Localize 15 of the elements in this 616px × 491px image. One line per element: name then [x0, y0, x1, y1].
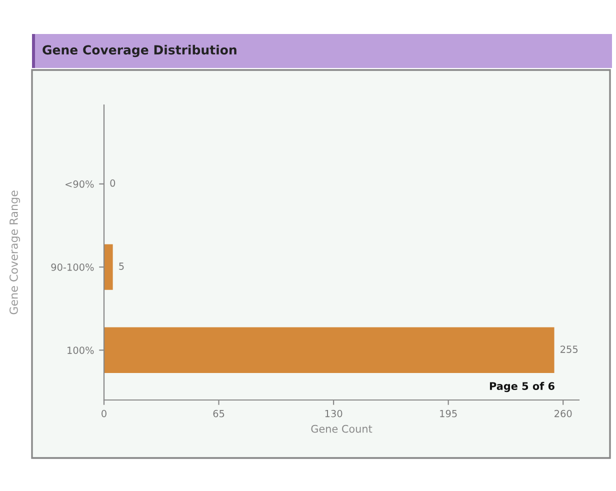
y-tick-label: <90%	[66, 180, 94, 188]
annotation: Page 5 of 6	[490, 382, 554, 392]
data-label: 255	[560, 346, 578, 353]
x-tick-label: 65	[213, 410, 224, 418]
x-tick-label: 130	[325, 410, 342, 418]
chart-title: Gene Coverage Distribution	[42, 44, 236, 58]
data-label: 0	[110, 179, 116, 187]
data-label: 5	[119, 262, 124, 270]
y-tick-label: 90-100%	[51, 264, 94, 271]
y-axis-title: Gene Coverage Range	[9, 190, 20, 314]
x-axis-title: Gene Count	[311, 424, 372, 433]
x-tick-label: 260	[554, 410, 572, 418]
x-tick-label: 0	[102, 410, 106, 418]
y-tick-label: 100%	[68, 346, 94, 354]
x-tick-label: 195	[440, 410, 457, 418]
